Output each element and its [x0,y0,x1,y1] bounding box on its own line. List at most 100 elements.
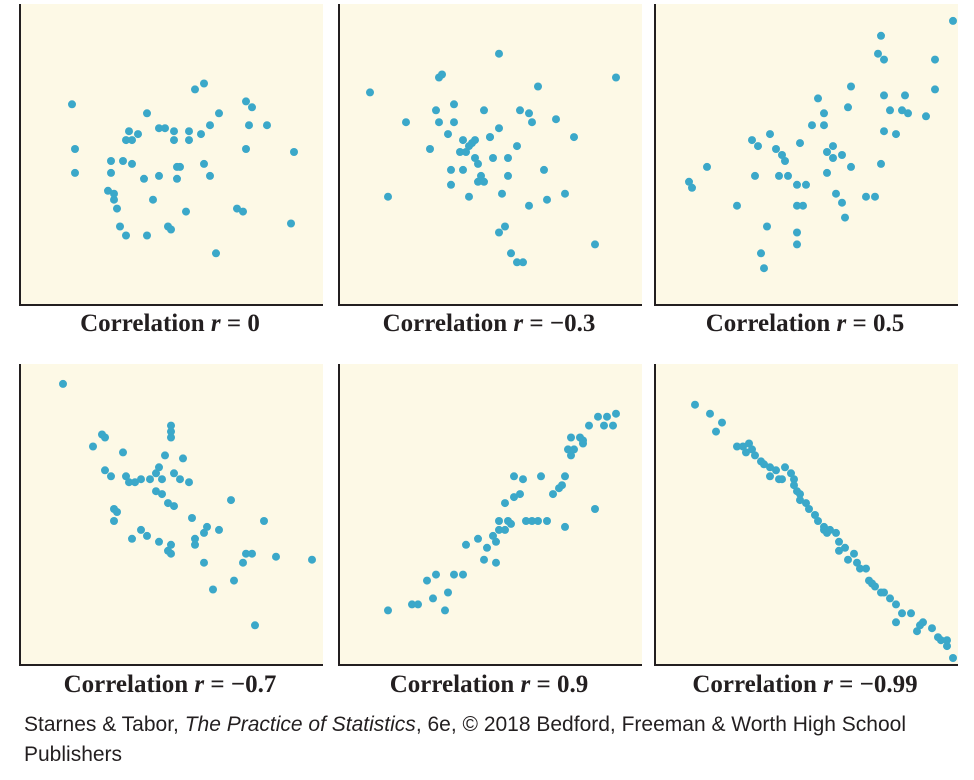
data-point-35 [188,514,196,522]
scatter-panel-3 [654,4,958,306]
data-point-37 [191,534,199,543]
data-point-50 [904,109,912,118]
data-point-45 [585,421,593,430]
data-point-25 [164,499,172,508]
data-point-44 [239,207,247,216]
scatter-plot-5 [338,364,642,666]
data-point-16 [128,159,136,168]
data-point-40 [871,192,879,201]
data-point-16 [492,537,500,546]
data-point-7 [441,606,449,615]
data-point-32 [176,475,184,484]
scatter-plot-6 [654,364,958,666]
data-point-36 [561,472,569,481]
data-point-30 [489,154,497,162]
data-point-24 [510,472,518,481]
data-point-51 [591,240,599,249]
data-point-37 [561,522,569,531]
data-point-23 [155,124,163,133]
data-point-51 [308,555,316,564]
data-point-29 [173,174,181,183]
data-point-44 [579,436,587,445]
data-point-32 [543,517,551,525]
data-point-6 [101,466,109,475]
data-point-10 [447,165,455,174]
data-point-26 [805,505,813,513]
data-point-50 [290,148,298,156]
data-point-34 [838,198,846,207]
data-point-29 [486,133,494,142]
data-point-11 [122,472,130,481]
data-point-5 [107,472,115,481]
data-point-47 [886,594,894,603]
data-point-33 [549,490,557,499]
data-point-37 [200,159,208,168]
data-point-24 [808,121,816,130]
data-point-14 [456,148,464,156]
caption-3: Correlation r = 0.5 [645,309,965,339]
data-point-58 [913,627,921,636]
data-point-16 [137,525,145,534]
data-point-40 [856,564,864,573]
data-point-32 [826,525,834,534]
data-point-18 [140,174,148,183]
data-point-53 [495,49,503,58]
data-point-18 [146,475,154,484]
data-point-54 [167,421,175,430]
data-point-46 [880,91,888,100]
data-point-23 [158,475,166,484]
data-point-5 [748,136,756,145]
data-point-44 [230,576,238,585]
data-point-22 [799,201,807,210]
data-point-9 [748,445,756,454]
data-point-59 [916,621,924,630]
data-point-24 [796,496,804,505]
data-point-50 [907,609,915,618]
data-point-22 [155,537,163,546]
caption-r-symbol: r [194,671,205,698]
data-point-36 [841,213,849,222]
data-point-19 [787,469,795,478]
data-point-37 [847,162,855,171]
caption-equals: = [220,310,248,337]
data-point-20 [790,475,798,484]
data-point-52 [612,73,620,82]
data-point-26 [167,540,175,549]
data-point-26 [167,225,175,234]
caption-4: Correlation r = −0.7 [10,670,330,700]
data-point-46 [242,97,250,106]
data-point-32 [182,207,190,216]
data-point-49 [901,91,909,100]
data-point-48 [892,600,900,609]
data-point-53 [931,55,939,64]
data-point-28 [164,546,172,555]
data-point-35 [191,85,199,94]
data-point-45 [239,558,247,567]
data-point-46 [880,588,888,597]
data-point-14 [122,136,130,145]
credit-book-title: The Practice of Statistics [184,713,416,736]
data-point-4 [718,418,726,427]
caption-r-symbol: r [520,671,531,698]
data-point-36 [200,79,208,88]
data-point-19 [793,240,801,249]
data-point-6 [739,442,747,451]
data-point-12 [772,145,780,153]
data-point-2 [384,192,392,201]
data-point-48 [898,106,906,115]
data-point-15 [137,475,145,484]
source-credit: Starnes & Tabor, The Practice of Statist… [24,710,954,770]
data-point-21 [155,463,163,472]
scatter-panel-1 [19,4,323,306]
data-point-13 [480,555,488,564]
data-point-48 [245,121,253,130]
data-point-2 [688,183,696,192]
data-point-41 [862,564,870,573]
data-point-35 [504,154,512,162]
data-point-21 [501,499,509,508]
data-point-32 [495,124,503,133]
data-point-39 [862,192,870,201]
data-point-33 [179,454,187,463]
caption-equals: = [846,310,873,337]
data-point-11 [462,540,470,549]
